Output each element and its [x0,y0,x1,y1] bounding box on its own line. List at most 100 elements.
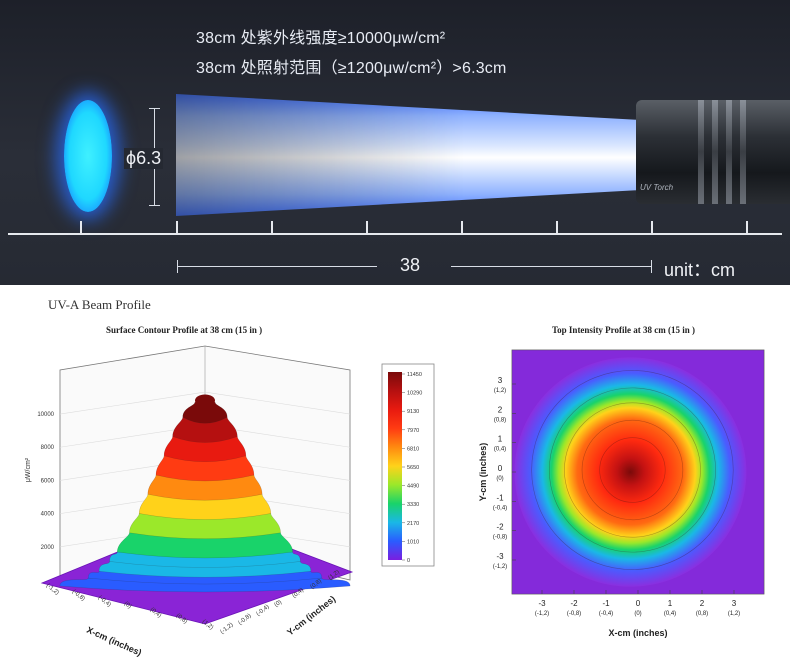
y-tick-label: 0 [498,464,503,473]
y-tick-label: -3 [496,552,504,561]
colorbar-label: 5650 [407,465,419,471]
diameter-dimension-tick [149,108,160,109]
colorbar: 11450 10290 9130 7970 6810 5650 4490 3330 2170 10… [381,363,435,567]
distance-line-right [451,266,651,267]
y-tick-label: (-0,8) [238,613,253,627]
colorbar-label: 9130 [407,409,419,415]
y-tick-sublabel: (-0,4) [493,505,507,511]
profile-section-title: UV-A Beam Profile [48,297,151,312]
colorbar-label: 4490 [407,484,419,490]
x-tick-label: -1 [602,599,610,608]
colorbar-label: 3330 [407,502,419,508]
x-tick-sublabel: (1,2) [728,611,740,617]
surface-contour-band [172,417,238,443]
y-tick-label: (-0,4) [256,604,271,618]
surface-contour-band [163,436,247,462]
x-axis-label: X-cm (inches) [85,625,143,658]
surface-chart-title: Surface Contour Profile at 38 cm (15 in … [106,325,263,335]
surface-contour-band [117,532,293,559]
intensity-spec: 38cm 处紫外线强度≥10000μw/cm² [196,30,446,47]
z-tick-label: 10000 [37,412,54,418]
y-tick-sublabel: (1,2) [494,388,506,394]
y-tick-label: -1 [496,493,504,502]
y-tick-label: 1 [498,435,503,444]
torch-grip-ring [740,100,746,204]
top-intensity-heatmap: -3 (-1,2) -2 (-0,8) -1 (-0,4) 0 (0) 1 (0,4) 2 (0,8)… [478,349,765,638]
colorbar-label: 10290 [407,391,422,397]
x-tick-sublabel: (-1,2) [535,611,549,617]
colorbar-label: 2170 [407,521,419,527]
light-beam [176,94,656,216]
ruler-tick [80,221,82,234]
y-axis-label: Y-cm (inches) [478,443,488,502]
surface-contour-band [147,474,263,501]
contour-line [564,402,701,538]
x-tick-sublabel: (0,8) [696,611,708,617]
x-tick-sublabel: (-0,8) [567,611,581,617]
z-tick-label: 2000 [41,545,55,551]
surface-contour-band [155,455,255,482]
heatmap-chart-title: Top Intensity Profile at 38 cm (15 in ) [552,325,695,335]
x-tick-label: -3 [538,599,546,608]
x-tick-sublabel: (0) [634,611,641,617]
x-tick-label: 2 [700,599,705,608]
diameter-dimension-tick [149,205,160,206]
y-tick-sublabel: (-0,8) [493,535,507,541]
y-tick-sublabel: (0) [496,476,503,482]
y-tick-label: 2 [498,405,503,414]
ruler-tick [176,221,178,234]
colorbar-label: 1010 [407,539,419,545]
distance-label: 38 [400,255,421,275]
y-tick-sublabel: (0,4) [494,447,506,453]
torch-grip-ring [712,100,718,204]
x-tick-label: 3 [732,599,737,608]
x-tick-sublabel: (0,4) [664,611,676,617]
x-tick-label: -2 [570,599,578,608]
z-tick-label: 6000 [41,478,55,484]
ruler-tick [746,221,748,234]
surface-contour-band [139,494,271,520]
colorbar-label: 0 [407,558,410,564]
ruler-tick [366,221,368,234]
distance-end-mark [651,260,652,273]
spot-diameter-label: ϕ6.3 [124,148,164,169]
y-tick-label: 3 [498,376,503,385]
torch-engraving: UV Torch [640,183,674,192]
z-gridline [204,391,351,415]
contour-line [548,387,716,553]
range-spec: 38cm 处照射范围（≥1200μw/cm²）>6.3cm [196,60,507,77]
beam-intensity-spot [514,357,747,587]
colorbar-label: 7970 [407,428,419,434]
ruler-tick [556,221,558,234]
colorbar-label: 6810 [407,446,419,452]
y-tick-sublabel: (-1,2) [493,564,507,570]
contour-line [599,437,666,503]
surface-peak [195,394,215,407]
x-tick-sublabel: (-0,4) [599,611,613,617]
torch-grip-ring [726,100,732,204]
surface-contour-band [129,513,281,539]
ruler-tick [651,221,653,234]
y-tick-sublabel: (0,8) [494,417,506,423]
y-tick-label: (-1,2) [220,622,235,636]
unit-label: unit：cm [664,260,736,280]
z-tick-label: 4000 [41,512,55,518]
y-axis-label: Y-cm (inches) [285,594,337,638]
colorbar-gradient [388,372,402,560]
x-tick-label: 1 [668,599,673,608]
distance-line-left [177,266,377,267]
uv-torch-image [636,100,790,204]
z-axis-label: μW/cm² [25,457,32,482]
ruler-tick [271,221,273,234]
contour-line [581,419,684,521]
uv-torch-banner: 38cm 处紫外线强度≥10000μw/cm² 38cm 处照射范围（≥1200… [0,0,790,285]
y-tick-label: (0) [274,599,283,608]
x-tick-label: (0) [123,601,132,610]
z-gridline [59,391,206,415]
x-tick-label: 0 [636,599,641,608]
ruler-tick [461,221,463,234]
colorbar-label: 11450 [407,372,422,378]
surface-contour-band [182,401,228,424]
z-tick-label: 8000 [41,445,55,451]
